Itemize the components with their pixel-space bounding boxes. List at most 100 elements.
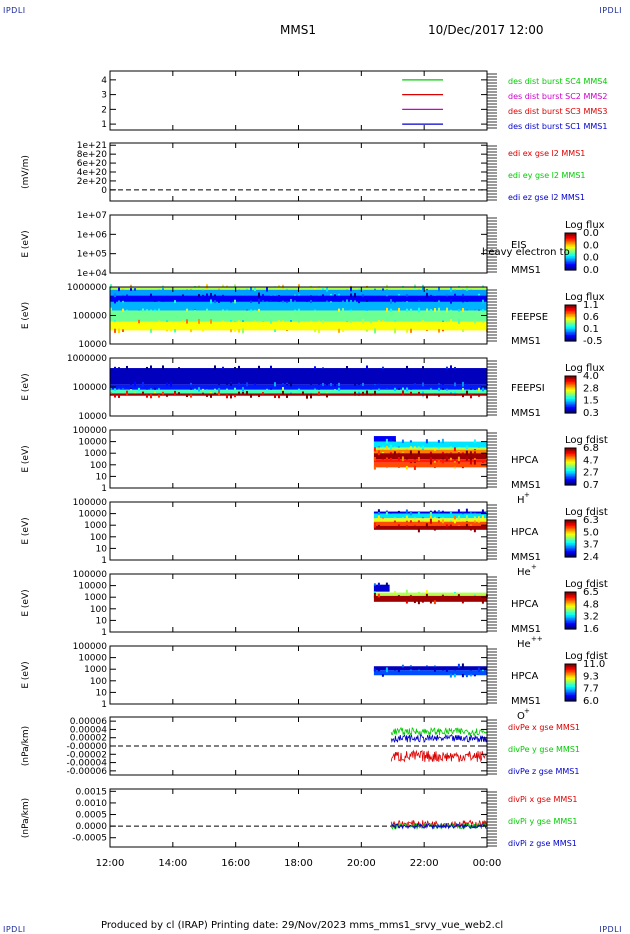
spectrogram-speckle bbox=[374, 328, 376, 334]
spectrogram-speckle bbox=[318, 391, 320, 395]
colorbar-segment bbox=[565, 454, 576, 457]
spectrogram-speckle bbox=[402, 390, 404, 396]
colorbar-segment bbox=[565, 694, 576, 697]
colorbar-segment bbox=[565, 535, 576, 538]
spectrogram-speckle bbox=[254, 383, 256, 386]
colorbar-title: Log flux bbox=[565, 292, 605, 303]
spectrogram-speckle bbox=[454, 293, 456, 297]
spectrogram-band bbox=[110, 289, 487, 296]
spectrogram-speckle bbox=[385, 445, 388, 449]
colorbar-segment bbox=[565, 377, 576, 380]
y-tick-label: 1 bbox=[101, 556, 107, 566]
spectrogram-speckle bbox=[482, 387, 484, 392]
spacecraft-label: MMS1 bbox=[511, 696, 541, 707]
spectrogram-speckle bbox=[457, 515, 460, 520]
colorbar-tick-label: 0.7 bbox=[583, 480, 599, 491]
spectrogram-speckle bbox=[146, 394, 148, 398]
colorbar-segment bbox=[565, 452, 576, 455]
colorbar-segment bbox=[565, 385, 576, 388]
spectrogram-speckle bbox=[457, 594, 460, 598]
spectrogram-speckle bbox=[394, 301, 396, 303]
spectrogram-speckle bbox=[474, 319, 476, 324]
colorbar-segment bbox=[565, 455, 576, 458]
colorbar-tick-label: 0.0 bbox=[583, 240, 599, 251]
colorbar-segment bbox=[565, 242, 576, 245]
spectrogram-band bbox=[373, 584, 390, 592]
y-tick-label: 0.00006 bbox=[70, 717, 107, 727]
spectrogram-speckle bbox=[433, 668, 436, 672]
charge-label: + bbox=[531, 563, 537, 571]
spectrogram-speckle bbox=[381, 446, 384, 449]
spectrogram-speckle bbox=[466, 288, 468, 291]
spectrogram-speckle bbox=[126, 390, 128, 396]
spectrogram-speckle bbox=[342, 308, 344, 313]
spectrogram-speckle bbox=[258, 320, 260, 323]
colorbar-tick-label: 6.5 bbox=[583, 587, 599, 598]
spectrogram-speckle bbox=[469, 529, 472, 531]
colorbar-segment bbox=[565, 388, 576, 391]
spectrogram-speckle bbox=[370, 320, 372, 323]
colorbar-segment bbox=[565, 383, 576, 386]
date-title: 10/Dec/2017 12:00 bbox=[428, 23, 544, 37]
y-tick-label: 100000 bbox=[73, 383, 108, 393]
colorbar-segment bbox=[565, 684, 576, 687]
y-axis-label: E (eV) bbox=[21, 230, 31, 257]
spectrogram-band bbox=[373, 462, 487, 468]
colorbar-segment bbox=[565, 524, 576, 527]
spectrogram-speckle bbox=[421, 601, 424, 603]
spectrogram-speckle bbox=[405, 520, 408, 523]
spectrogram-speckle bbox=[446, 388, 448, 391]
colorbar-tick-label: 1.6 bbox=[583, 624, 599, 635]
spectrogram-speckle bbox=[258, 299, 260, 304]
spectrogram-speckle bbox=[446, 366, 448, 369]
colorbar-segment bbox=[565, 625, 576, 629]
spectrogram-speckle bbox=[437, 459, 440, 465]
colorbar-frame bbox=[564, 304, 577, 342]
colorbar-segment bbox=[565, 604, 576, 607]
colorbar-segment bbox=[565, 607, 576, 610]
spectrogram-speckle bbox=[462, 381, 464, 387]
spectrogram-band bbox=[110, 295, 487, 302]
spectrogram-speckle bbox=[458, 308, 460, 312]
spectrogram-speckle bbox=[373, 522, 376, 528]
spectrogram-speckle bbox=[373, 591, 376, 594]
spectrogram-speckle bbox=[386, 307, 388, 313]
spectrogram-speckle bbox=[438, 328, 440, 333]
spectrogram-speckle bbox=[433, 600, 436, 605]
spectrogram-speckle bbox=[426, 329, 428, 332]
species-label: H bbox=[517, 495, 525, 506]
colorbar-segment bbox=[565, 260, 576, 263]
spectrogram-speckle bbox=[210, 299, 212, 304]
colorbar-segment bbox=[565, 521, 576, 524]
legend-entry: edi ey gse l2 MMS1 bbox=[508, 171, 586, 180]
spectrogram-speckle bbox=[310, 393, 312, 399]
spectrogram-speckle bbox=[278, 394, 280, 399]
colorbar-segment bbox=[565, 526, 576, 529]
colorbar-tick-label: 0.6 bbox=[583, 312, 599, 323]
spectrogram-speckle bbox=[150, 293, 152, 297]
panel-hpca-o bbox=[109, 645, 577, 705]
spectrogram-speckle bbox=[429, 600, 432, 604]
spectrogram-speckle bbox=[270, 365, 272, 370]
spectrogram-speckle bbox=[461, 466, 464, 469]
spectrogram-speckle bbox=[154, 309, 156, 312]
colorbar-tick-label: 1.1 bbox=[583, 300, 599, 311]
spectrogram-speckle bbox=[334, 389, 336, 391]
colorbar-segment bbox=[565, 394, 576, 397]
spectrogram-speckle bbox=[314, 329, 316, 333]
spectrogram-speckle bbox=[462, 308, 464, 313]
colorbar-segment bbox=[565, 471, 576, 474]
spectrogram-speckle bbox=[441, 519, 444, 524]
colorbar-segment bbox=[565, 536, 576, 540]
colorbar-segment bbox=[565, 552, 576, 555]
spectrogram-speckle bbox=[405, 600, 408, 604]
y-tick-label: 100000 bbox=[73, 426, 108, 436]
colorbar-tick-label: 3.2 bbox=[583, 612, 599, 623]
panel-feepsi bbox=[109, 357, 577, 417]
legend-entry: edi ex gse l2 MMS1 bbox=[508, 149, 585, 158]
legend-entry: des dist burst SC1 MMS1 bbox=[508, 122, 607, 131]
colorbar-title: Log fdist bbox=[565, 435, 608, 446]
spectrogram-speckle bbox=[473, 520, 476, 523]
spectrogram-speckle bbox=[234, 329, 236, 332]
colorbar-tick-label: 0.1 bbox=[583, 324, 599, 335]
